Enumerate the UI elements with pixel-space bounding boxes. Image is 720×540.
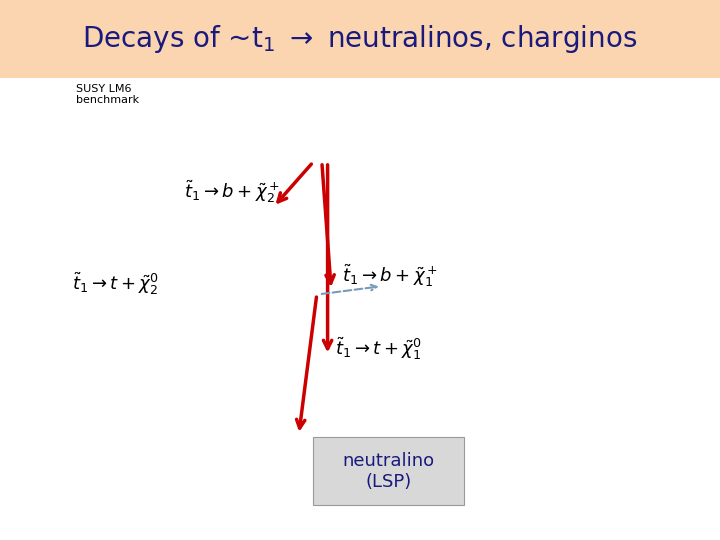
- Text: neutralino
(LSP): neutralino (LSP): [343, 452, 435, 490]
- Text: $\tilde{t}_1 \rightarrow b + \tilde{\chi}_2^+$: $\tilde{t}_1 \rightarrow b + \tilde{\chi…: [184, 178, 279, 205]
- Text: Decays of ~t$_1$ $\rightarrow$ neutralinos, charginos: Decays of ~t$_1$ $\rightarrow$ neutralin…: [82, 23, 638, 56]
- Bar: [0, 0, 720, 78]
- Text: SUSY LM6
benchmark: SUSY LM6 benchmark: [76, 84, 139, 105]
- FancyBboxPatch shape: [313, 437, 464, 505]
- Text: $\tilde{t}_1 \rightarrow b + \tilde{\chi}_1^+$: $\tilde{t}_1 \rightarrow b + \tilde{\chi…: [342, 262, 438, 289]
- Text: $\tilde{t}_1 \rightarrow t + \tilde{\chi}_2^0$: $\tilde{t}_1 \rightarrow t + \tilde{\chi…: [72, 270, 159, 297]
- Text: $\tilde{t}_1 \rightarrow t + \tilde{\chi}_1^0$: $\tilde{t}_1 \rightarrow t + \tilde{\chi…: [335, 335, 422, 362]
